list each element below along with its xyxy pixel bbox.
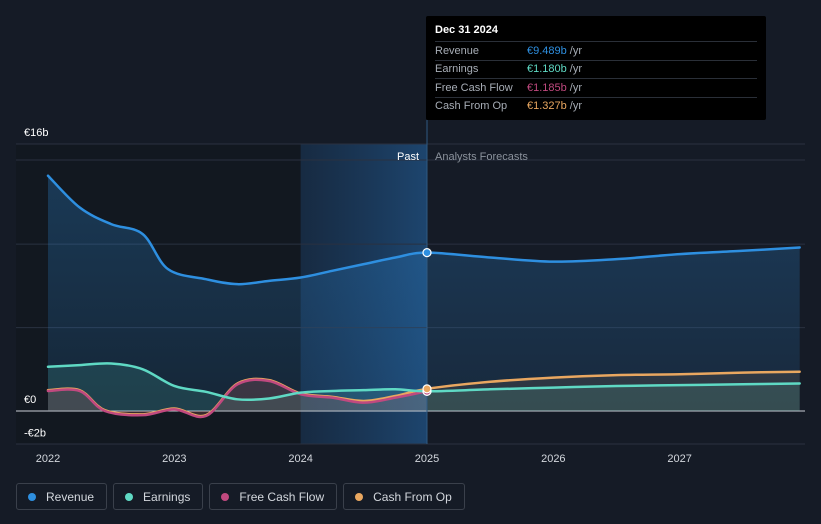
legend-label: Free Cash Flow bbox=[239, 489, 325, 504]
tooltip-row-cash-from-op: Cash From Op €1.327b /yr bbox=[435, 96, 757, 116]
tooltip-row-free-cash-flow: Free Cash Flow €1.185b /yr bbox=[435, 78, 757, 97]
hover-markers bbox=[422, 248, 432, 396]
x-axis-labels: 2022 2023 2024 2025 2026 2027 bbox=[36, 453, 692, 465]
tooltip-unit: /yr bbox=[569, 63, 582, 76]
x-tick-label: 2022 bbox=[36, 453, 60, 465]
tooltip-value: €9.489b bbox=[527, 44, 567, 57]
x-tick-label: 2023 bbox=[162, 453, 186, 465]
past-label: Past bbox=[397, 151, 419, 163]
y-tick-label: €0 bbox=[24, 394, 36, 406]
legend-dot-icon bbox=[125, 492, 134, 501]
legend-dot-icon bbox=[355, 492, 364, 501]
x-tick-label: 2027 bbox=[667, 453, 691, 465]
x-tick-label: 2024 bbox=[288, 453, 312, 465]
tooltip-value: €1.327b bbox=[527, 100, 567, 113]
tooltip-unit: /yr bbox=[569, 100, 582, 113]
y-axis-labels: €16b €0 -€2b bbox=[24, 127, 48, 439]
legend: Revenue Earnings Free Cash Flow Cash Fro… bbox=[16, 483, 465, 510]
tooltip-label: Earnings bbox=[435, 63, 479, 76]
legend-item-cash-from-op[interactable]: Cash From Op bbox=[343, 483, 465, 510]
x-tick-label: 2026 bbox=[541, 453, 565, 465]
tooltip-row-earnings: Earnings €1.180b /yr bbox=[435, 59, 757, 79]
tooltip-label: Revenue bbox=[435, 44, 480, 57]
line-earnings bbox=[46, 362, 801, 402]
tooltip-value: €1.185b bbox=[527, 81, 567, 94]
legend-item-earnings[interactable]: Earnings bbox=[113, 483, 204, 510]
line-free-cash-flow bbox=[46, 378, 429, 419]
legend-label: Revenue bbox=[46, 489, 95, 504]
y-tick-label: €16b bbox=[24, 127, 48, 139]
legend-item-free-cash-flow[interactable]: Free Cash Flow bbox=[209, 483, 338, 510]
legend-label: Cash From Op bbox=[373, 489, 452, 504]
area-revenue bbox=[48, 175, 800, 411]
tooltip-label: Free Cash Flow bbox=[435, 81, 513, 94]
tooltip: Dec 31 2024 Revenue €9.489b /yr Earnings… bbox=[426, 16, 766, 120]
y-tick-label: -€2b bbox=[24, 427, 46, 439]
tooltip-date: Dec 31 2024 bbox=[435, 24, 498, 36]
tooltip-value: €1.180b bbox=[527, 63, 567, 76]
area-earnings bbox=[48, 363, 800, 411]
tooltip-unit: /yr bbox=[569, 44, 582, 57]
marker-cash-from-op bbox=[422, 384, 432, 394]
series-lines bbox=[46, 174, 801, 419]
legend-dot-icon bbox=[28, 492, 36, 501]
tooltip-unit: /yr bbox=[569, 81, 582, 94]
tooltip-row-revenue: Revenue €9.489b /yr bbox=[435, 41, 757, 60]
forecast-label: Analysts Forecasts bbox=[435, 151, 528, 163]
line-revenue bbox=[46, 174, 801, 286]
x-tick-label: 2025 bbox=[415, 453, 439, 465]
legend-dot-icon bbox=[221, 492, 230, 501]
legend-item-revenue[interactable]: Revenue bbox=[16, 483, 108, 510]
marker-revenue bbox=[422, 248, 432, 258]
legend-label: Earnings bbox=[143, 489, 191, 504]
tooltip-label: Cash From Op bbox=[435, 100, 508, 113]
